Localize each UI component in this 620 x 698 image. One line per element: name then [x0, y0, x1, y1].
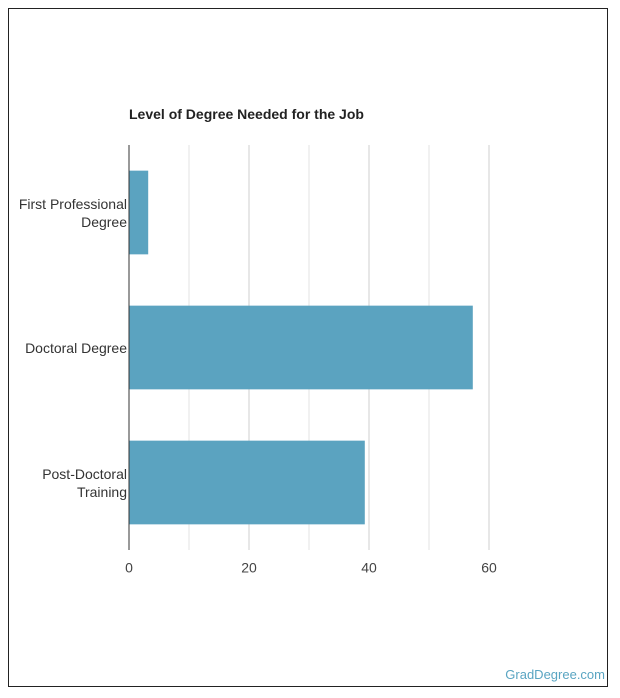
y-tick-label: Doctoral Degree [25, 339, 127, 356]
chart-frame [8, 8, 608, 687]
source-link[interactable]: GradDegree.com [505, 667, 605, 682]
chart-title: Level of Degree Needed for the Job [129, 106, 364, 122]
x-tick-label: 40 [361, 560, 377, 576]
y-tick-label: Post-Doctoral Training [42, 465, 127, 500]
bar [129, 440, 365, 525]
y-tick-label: First Professional Degree [18, 195, 127, 230]
x-tick-label: 60 [481, 560, 497, 576]
bar [129, 305, 473, 390]
x-tick-label: 0 [125, 560, 133, 576]
bar [129, 170, 149, 255]
x-tick-label: 20 [241, 560, 257, 576]
